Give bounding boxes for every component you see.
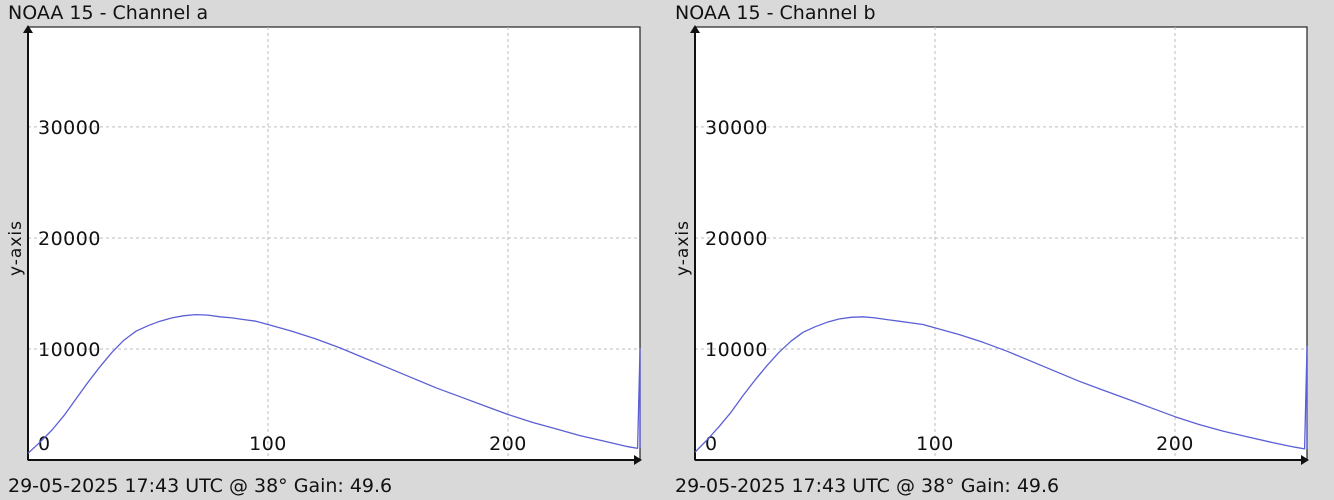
chart-footer-status: 29-05-2025 17:43 UTC @ 38° Gain: 49.6 [675, 475, 1060, 497]
chart-title: NOAA 15 - Channel b [675, 2, 876, 24]
x-axis-arrow [634, 455, 642, 465]
y-axis-arrow [23, 25, 33, 33]
chart-title: NOAA 15 - Channel a [8, 2, 209, 24]
chart-panel-channel-a: NOAA 15 - Channel a y-axis 10000 20000 300… [0, 0, 660, 500]
x-tick-label: 200 [489, 433, 527, 455]
chart-plot: 10000 20000 30000 0 100 200 [690, 25, 1309, 465]
x-tick-label: 0 [38, 433, 51, 455]
y-tick-label: 20000 [38, 228, 101, 250]
x-axis-arrow [1301, 455, 1309, 465]
series-line [694, 316, 1308, 453]
x-tick-label: 100 [916, 433, 954, 455]
y-tick-label: 30000 [38, 117, 101, 139]
chart-plot: 10000 20000 30000 0 100 200 [23, 25, 642, 465]
y-tick-label: 10000 [705, 339, 768, 361]
series-line [27, 313, 641, 454]
y-tick-label: 20000 [705, 228, 768, 250]
plot-area [694, 26, 1308, 461]
chart-footer-status: 29-05-2025 17:43 UTC @ 38° Gain: 49.6 [8, 475, 393, 497]
chart-panel-channel-b: NOAA 15 - Channel b y-axis 10000 20000 300… [667, 0, 1327, 500]
x-tick-label: 100 [249, 433, 287, 455]
y-axis-arrow [690, 25, 700, 33]
plot-area [27, 26, 641, 461]
y-tick-label: 10000 [38, 339, 101, 361]
x-tick-label: 0 [705, 433, 718, 455]
y-tick-label: 30000 [705, 117, 768, 139]
x-tick-label: 200 [1156, 433, 1194, 455]
